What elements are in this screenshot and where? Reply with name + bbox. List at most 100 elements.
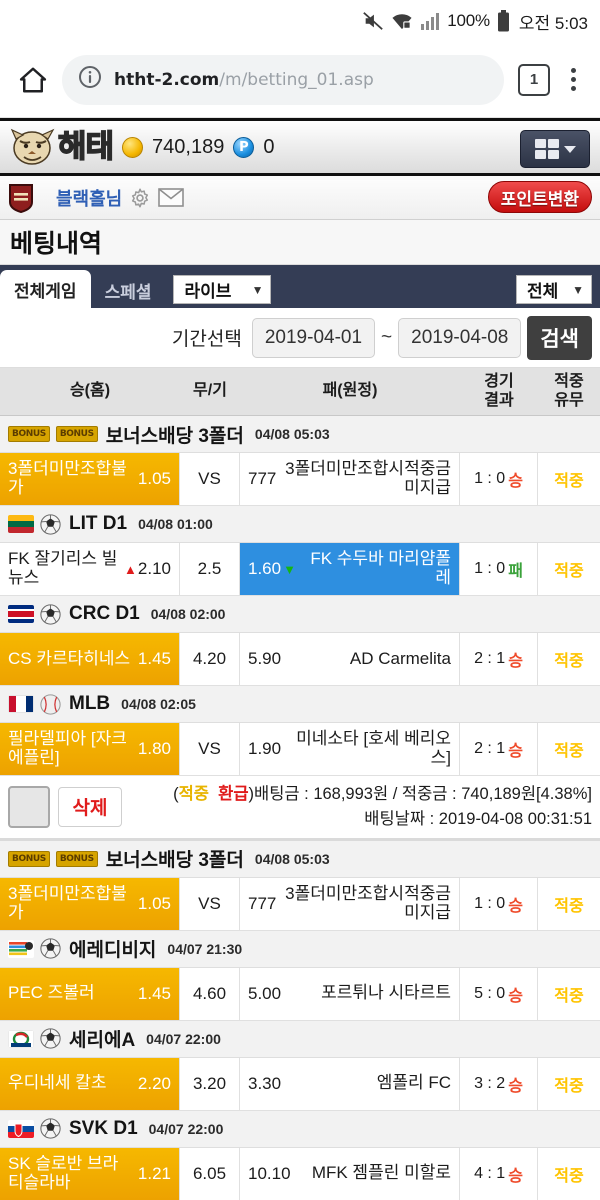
battery-percent: 100%: [447, 11, 490, 30]
search-button[interactable]: 검색: [527, 315, 592, 360]
match-score: 1 : 0: [474, 894, 506, 912]
paren-open: (: [173, 785, 179, 803]
tab-all-games[interactable]: 전체게임: [0, 270, 91, 308]
soccer-ball-icon: [40, 938, 61, 959]
status-value: 전체: [527, 282, 559, 301]
bet-row: 3폴더미만조합불가 1.05 VS 777 3폴더미만조합시적중금미지급 1 : 0 승 적중: [0, 877, 600, 931]
match-time: 04/08 01:00: [138, 516, 213, 532]
slip-checkbox[interactable]: [8, 785, 50, 828]
home-icon[interactable]: [10, 57, 56, 103]
away-pick-cell[interactable]: 1.90 미네소타 [호세 베리오스]: [240, 723, 460, 775]
date-to-input[interactable]: 2019-04-08: [398, 317, 522, 358]
home-pick-cell[interactable]: 3폴더미만조합불가 1.05: [0, 877, 180, 930]
username-link[interactable]: 블랙홀님: [56, 188, 123, 209]
bonus-badge-icon: BONUS: [8, 850, 50, 867]
site-logo[interactable]: 해태: [10, 127, 115, 167]
tab-count-button[interactable]: 1: [518, 63, 550, 96]
delete-button[interactable]: 삭제: [58, 786, 122, 827]
hit-status: 적중: [554, 1077, 584, 1095]
draw-cell[interactable]: VS: [180, 877, 240, 930]
seriea-logo-icon: [8, 1029, 34, 1048]
gold-coin-icon: [122, 136, 144, 158]
home-team-name: SK 슬로반 브라티슬라바: [8, 1154, 119, 1192]
flag-lithuania-icon: [8, 515, 34, 533]
header-hit-line2: 유무: [554, 391, 584, 409]
home-pick-cell[interactable]: SK 슬로반 브라티슬라바 1.21: [0, 1147, 180, 1200]
away-team-name: FK 수두바 마리얌폴레: [310, 549, 451, 587]
kebab-menu-icon[interactable]: [556, 68, 590, 91]
draw-cell[interactable]: 3.20: [180, 1057, 240, 1110]
grid-menu-icon[interactable]: [520, 130, 590, 168]
away-pick-cell[interactable]: 777 3폴더미만조합시적중금미지급: [240, 453, 460, 505]
draw-cell[interactable]: VS: [180, 453, 240, 505]
home-team-name: PEC 즈볼러: [8, 984, 95, 1003]
tab-special[interactable]: 스페셜: [104, 282, 152, 302]
home-odds: 1.05: [137, 469, 171, 488]
draw-cell[interactable]: 4.20: [180, 633, 240, 685]
home-pick-cell[interactable]: 3폴더미만조합불가 1.05: [0, 453, 180, 505]
away-pick-cell[interactable]: 3.30 엠폴리 FC: [240, 1057, 460, 1110]
away-odds: 1.60 ▼: [248, 559, 296, 578]
home-team-name: 3폴더미만조합불가: [8, 460, 127, 497]
league-name: SVK D1: [69, 1117, 138, 1139]
header-away: 패(원정): [322, 382, 378, 400]
draw-cell[interactable]: 2.5: [180, 543, 240, 595]
status-select[interactable]: 전체 ▼: [516, 275, 592, 304]
header-result: 경기 결과: [460, 368, 538, 415]
home-team-name: 3폴더미만조합불가: [8, 884, 127, 922]
away-pick-cell[interactable]: 1.60 ▼ FK 수두바 마리얌폴레: [240, 543, 460, 595]
home-pick-cell[interactable]: CS 카르타히네스 1.45: [0, 633, 180, 685]
date-from-input[interactable]: 2019-04-01: [251, 317, 376, 358]
draw-cell[interactable]: 4.60: [180, 967, 240, 1020]
away-odds: 1.90: [248, 739, 282, 758]
away-pick-cell[interactable]: 777 3폴더미만조합시적중금미지급: [240, 877, 460, 930]
away-odds: 3.30: [248, 1073, 282, 1093]
draw-cell[interactable]: 6.05: [180, 1147, 240, 1200]
odds-up-arrow-icon: ▲: [124, 562, 137, 577]
match-outcome: 승: [508, 1077, 523, 1095]
odds-down-arrow-icon: ▼: [283, 562, 296, 577]
brand-name: 해태: [57, 128, 115, 165]
home-pick-cell[interactable]: 우디네세 칼초 2.20: [0, 1057, 180, 1110]
balance-amount: 740,189: [152, 135, 225, 158]
league-header: BONUS BONUS 보너스배당 3폴더 04/08 05:03: [0, 416, 600, 453]
away-pick-cell[interactable]: 10.10 MFK 젬플린 미할로: [240, 1147, 460, 1200]
hit-status: 적중: [554, 473, 584, 490]
match-outcome: 승: [508, 473, 523, 490]
away-team-name: 엠폴리 FC: [376, 1073, 451, 1093]
away-pick-cell[interactable]: 5.00 포르튀나 시타르트: [240, 967, 460, 1020]
signal-bars-icon: [420, 11, 440, 31]
baseball-icon: [40, 693, 61, 715]
away-odds: 5.00: [248, 983, 282, 1003]
match-outcome: 승: [508, 987, 523, 1005]
league-name: MLB: [69, 693, 111, 714]
info-icon[interactable]: [78, 65, 102, 94]
envelope-icon[interactable]: [158, 188, 185, 207]
summary-refund-tag: 환급: [218, 785, 249, 803]
status-clock: 오전 5:03: [518, 13, 588, 33]
date-filter-bar: 기간선택 2019-04-01 ~ 2019-04-08 검색: [0, 308, 600, 368]
address-bar[interactable]: htht-2.com/m/betting_01.asp: [62, 54, 504, 105]
url-domain: htht-2.com: [114, 69, 220, 90]
point-exchange-button[interactable]: 포인트변환: [487, 181, 592, 213]
league-header: CRC D1 04/08 02:00: [0, 596, 600, 633]
bet-row: SK 슬로반 브라티슬라바 1.21 6.05 10.10 MFK 젬플린 미할로 4 :…: [0, 1147, 600, 1200]
match-time: 04/07 22:00: [148, 1120, 224, 1137]
game-type-select[interactable]: 라이브 ▼: [173, 275, 272, 304]
away-team-name: 3폴더미만조합시적중금미지급: [285, 459, 451, 497]
home-pick-cell[interactable]: FK 잘기리스 빌뉴스 ▲2.10: [0, 543, 180, 595]
draw-cell[interactable]: VS: [180, 723, 240, 775]
header-hit: 적중 유무: [538, 368, 600, 415]
gear-icon[interactable]: [130, 188, 150, 208]
away-pick-cell[interactable]: 5.90 AD Carmelita: [240, 633, 460, 685]
game-type-value: 라이브: [184, 282, 232, 301]
home-pick-cell[interactable]: 필라델피아 [자크 에플린] 1.80: [0, 723, 180, 775]
browser-toolbar: htht-2.com/m/betting_01.asp 1: [0, 42, 600, 118]
home-odds: 1.45: [137, 983, 171, 1003]
date-range-label: 기간선택: [171, 329, 242, 350]
home-pick-cell[interactable]: PEC 즈볼러 1.45: [0, 967, 180, 1020]
